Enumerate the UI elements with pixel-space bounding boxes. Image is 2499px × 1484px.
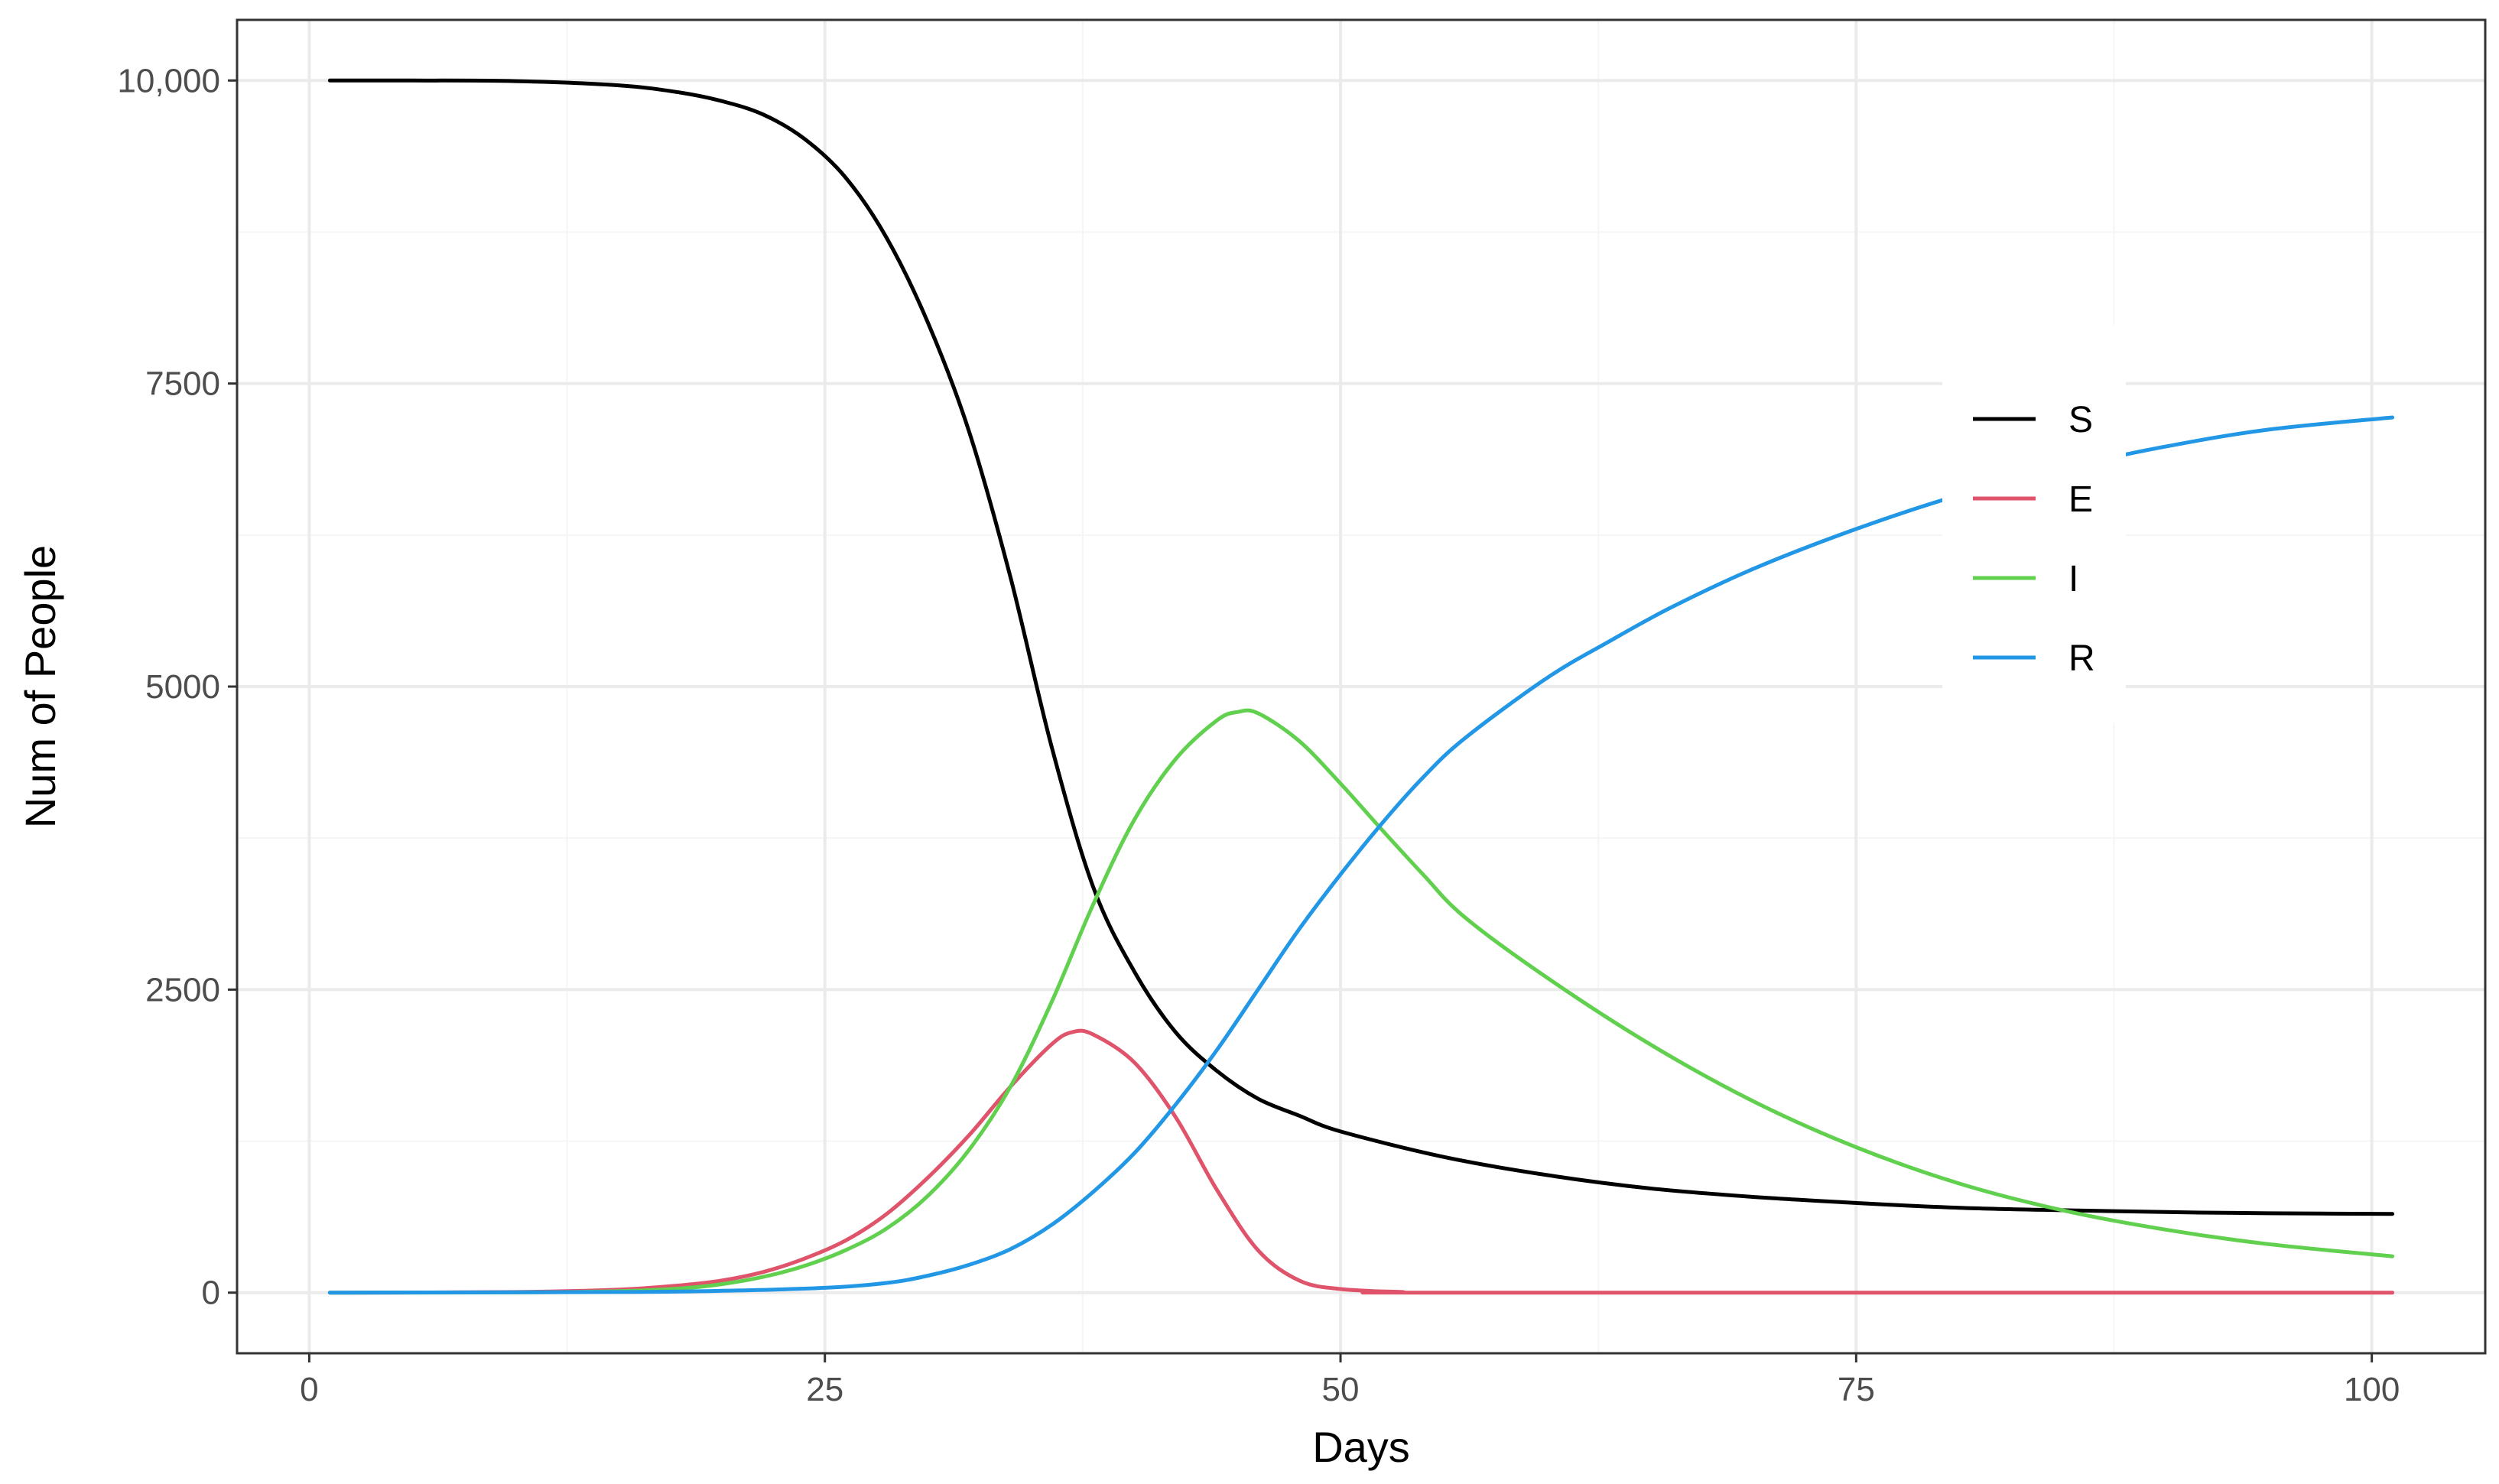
y-tick-label: 5000	[145, 668, 220, 706]
y-tick-label: 0	[202, 1275, 220, 1312]
x-tick-label: 25	[806, 1371, 843, 1408]
series-line-S	[327, 78, 2395, 1216]
y-tick-label: 10,000	[117, 62, 220, 99]
legend-label-S: S	[2068, 400, 2093, 440]
series-line-I	[327, 708, 2395, 1295]
x-tick-label: 75	[1838, 1371, 1875, 1408]
x-axis-title: Days	[1312, 1423, 1410, 1471]
y-tick-label: 7500	[145, 365, 220, 403]
legend-label-R: R	[2068, 638, 2095, 679]
legend-background	[1942, 325, 2126, 723]
legend-label-I: I	[2068, 559, 2078, 599]
y-axis: 0 2500 5000 7500 10,000	[117, 62, 237, 1312]
series-line-E	[327, 1028, 2395, 1295]
x-axis: 0 25 50 75 100	[300, 1353, 2400, 1408]
x-tick-label: 100	[2344, 1371, 2400, 1408]
y-tick-label: 2500	[145, 971, 220, 1008]
legend-label-E: E	[2068, 479, 2093, 520]
y-axis-title: Num of People	[16, 545, 64, 828]
x-tick-label: 0	[300, 1371, 318, 1408]
x-tick-label: 50	[1322, 1371, 1360, 1408]
